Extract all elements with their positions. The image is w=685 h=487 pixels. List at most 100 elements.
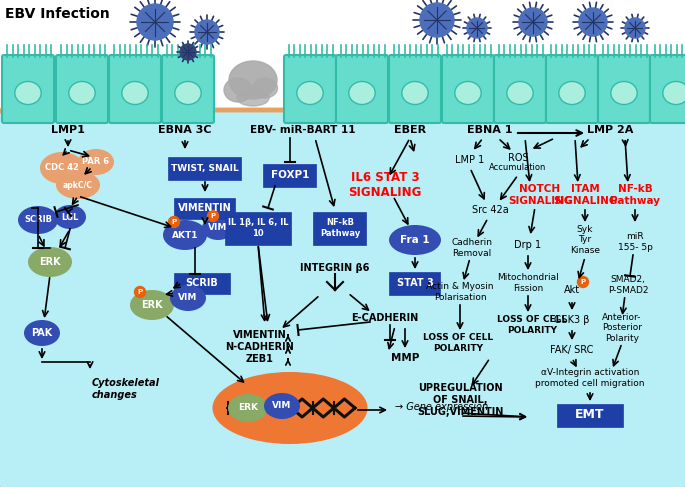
Text: VIM: VIM xyxy=(273,401,292,411)
Text: Cadherin
Removal: Cadherin Removal xyxy=(451,238,493,258)
Circle shape xyxy=(467,18,487,38)
FancyBboxPatch shape xyxy=(56,55,108,123)
FancyBboxPatch shape xyxy=(442,55,494,123)
Ellipse shape xyxy=(264,393,300,419)
Text: STAT 3: STAT 3 xyxy=(397,278,434,288)
Circle shape xyxy=(625,18,645,38)
Ellipse shape xyxy=(349,81,375,105)
FancyBboxPatch shape xyxy=(174,273,230,294)
Text: PAR 6: PAR 6 xyxy=(82,157,110,167)
Text: LGL: LGL xyxy=(62,212,79,222)
FancyBboxPatch shape xyxy=(598,55,650,123)
Text: apkC/C: apkC/C xyxy=(63,181,93,189)
Ellipse shape xyxy=(68,81,95,105)
Ellipse shape xyxy=(297,81,323,105)
Text: Mitochondrial
Fission: Mitochondrial Fission xyxy=(497,273,559,293)
Ellipse shape xyxy=(130,290,174,320)
Text: TWIST, SNAIL: TWIST, SNAIL xyxy=(171,164,239,172)
Ellipse shape xyxy=(455,81,481,105)
Text: LMP1: LMP1 xyxy=(51,125,85,135)
FancyBboxPatch shape xyxy=(2,55,54,123)
FancyBboxPatch shape xyxy=(109,55,161,123)
Text: ITAM
SIGNALING: ITAM SIGNALING xyxy=(553,184,617,206)
Text: IL 1β, IL 6, IL
10: IL 1β, IL 6, IL 10 xyxy=(227,218,288,238)
Ellipse shape xyxy=(163,220,207,250)
Text: AKT1: AKT1 xyxy=(172,230,198,240)
Ellipse shape xyxy=(54,205,86,229)
Text: P: P xyxy=(210,213,216,219)
Text: GSK3 β: GSK3 β xyxy=(554,315,590,325)
Text: NF-kB
Pathway: NF-kB Pathway xyxy=(610,184,660,206)
Text: P: P xyxy=(138,289,142,295)
Circle shape xyxy=(137,4,173,40)
Text: EBV- miR-BART 11: EBV- miR-BART 11 xyxy=(250,125,356,135)
Text: E-CADHERIN: E-CADHERIN xyxy=(351,313,419,323)
Text: VIMENTIN: VIMENTIN xyxy=(178,203,232,213)
Text: EBNA 1: EBNA 1 xyxy=(467,125,513,135)
Text: Src 42a: Src 42a xyxy=(472,205,508,215)
Ellipse shape xyxy=(175,81,201,105)
Text: miR
155- 5p: miR 155- 5p xyxy=(618,232,652,252)
Ellipse shape xyxy=(237,90,269,106)
Text: NOTCH
SIGNALING: NOTCH SIGNALING xyxy=(508,184,572,206)
Ellipse shape xyxy=(507,81,533,105)
Ellipse shape xyxy=(212,372,367,444)
Ellipse shape xyxy=(78,149,114,175)
Text: → Gene expression: → Gene expression xyxy=(395,402,488,412)
Circle shape xyxy=(134,286,145,298)
FancyBboxPatch shape xyxy=(546,55,598,123)
Ellipse shape xyxy=(40,152,84,184)
FancyBboxPatch shape xyxy=(314,211,366,244)
Text: UPREGULATION
OF SNAIL,
SLUG,VIMENTIN: UPREGULATION OF SNAIL, SLUG,VIMENTIN xyxy=(416,383,503,416)
FancyBboxPatch shape xyxy=(162,55,214,123)
Text: EBER: EBER xyxy=(394,125,426,135)
Text: Fra 1: Fra 1 xyxy=(400,235,429,245)
Ellipse shape xyxy=(611,81,637,105)
FancyBboxPatch shape xyxy=(389,55,441,123)
Text: LOSS OF CELL
POLARITY: LOSS OF CELL POLARITY xyxy=(497,315,567,335)
Ellipse shape xyxy=(402,81,428,105)
Text: PAK: PAK xyxy=(32,328,53,338)
Ellipse shape xyxy=(389,225,441,255)
Ellipse shape xyxy=(559,81,585,105)
Text: αV-Integrin activation
promoted cell migration: αV-Integrin activation promoted cell mig… xyxy=(535,368,645,388)
Text: Drp 1: Drp 1 xyxy=(514,240,542,250)
Text: ERK: ERK xyxy=(238,404,258,412)
Text: SCRIB: SCRIB xyxy=(24,216,52,225)
FancyBboxPatch shape xyxy=(390,271,440,295)
Circle shape xyxy=(180,44,196,60)
Text: LMP 1: LMP 1 xyxy=(456,155,484,165)
Text: ROS: ROS xyxy=(508,153,528,163)
Text: ZEB1: ZEB1 xyxy=(246,354,274,364)
Text: N-CADHERIN: N-CADHERIN xyxy=(225,342,295,352)
Circle shape xyxy=(169,217,179,227)
FancyBboxPatch shape xyxy=(169,156,242,180)
Text: VIMENTIN: VIMENTIN xyxy=(233,330,287,340)
Ellipse shape xyxy=(15,81,41,105)
Ellipse shape xyxy=(170,285,206,311)
FancyBboxPatch shape xyxy=(494,55,546,123)
Ellipse shape xyxy=(18,206,58,234)
Circle shape xyxy=(519,8,547,36)
FancyBboxPatch shape xyxy=(0,110,685,487)
Ellipse shape xyxy=(56,171,100,199)
FancyBboxPatch shape xyxy=(336,55,388,123)
Text: EMT: EMT xyxy=(575,409,605,422)
Text: P: P xyxy=(171,219,177,225)
Text: EBV Infection: EBV Infection xyxy=(5,7,110,21)
Text: FOXP1: FOXP1 xyxy=(271,170,309,180)
Circle shape xyxy=(195,20,219,44)
Text: EBNA 3C: EBNA 3C xyxy=(158,125,212,135)
Text: ERK: ERK xyxy=(141,300,163,310)
Circle shape xyxy=(420,3,454,37)
Text: IL6 STAT 3
SIGNALING: IL6 STAT 3 SIGNALING xyxy=(348,171,422,199)
Text: LOSS OF CELL
POLARITY: LOSS OF CELL POLARITY xyxy=(423,333,493,353)
Ellipse shape xyxy=(253,78,277,98)
Text: Accumulation: Accumulation xyxy=(489,164,547,172)
Text: P: P xyxy=(580,279,586,285)
Ellipse shape xyxy=(228,394,268,422)
Text: MMP: MMP xyxy=(391,353,419,363)
Text: CDC 42: CDC 42 xyxy=(45,164,79,172)
Circle shape xyxy=(577,277,588,287)
Text: NF-kB
Pathway: NF-kB Pathway xyxy=(320,218,360,238)
